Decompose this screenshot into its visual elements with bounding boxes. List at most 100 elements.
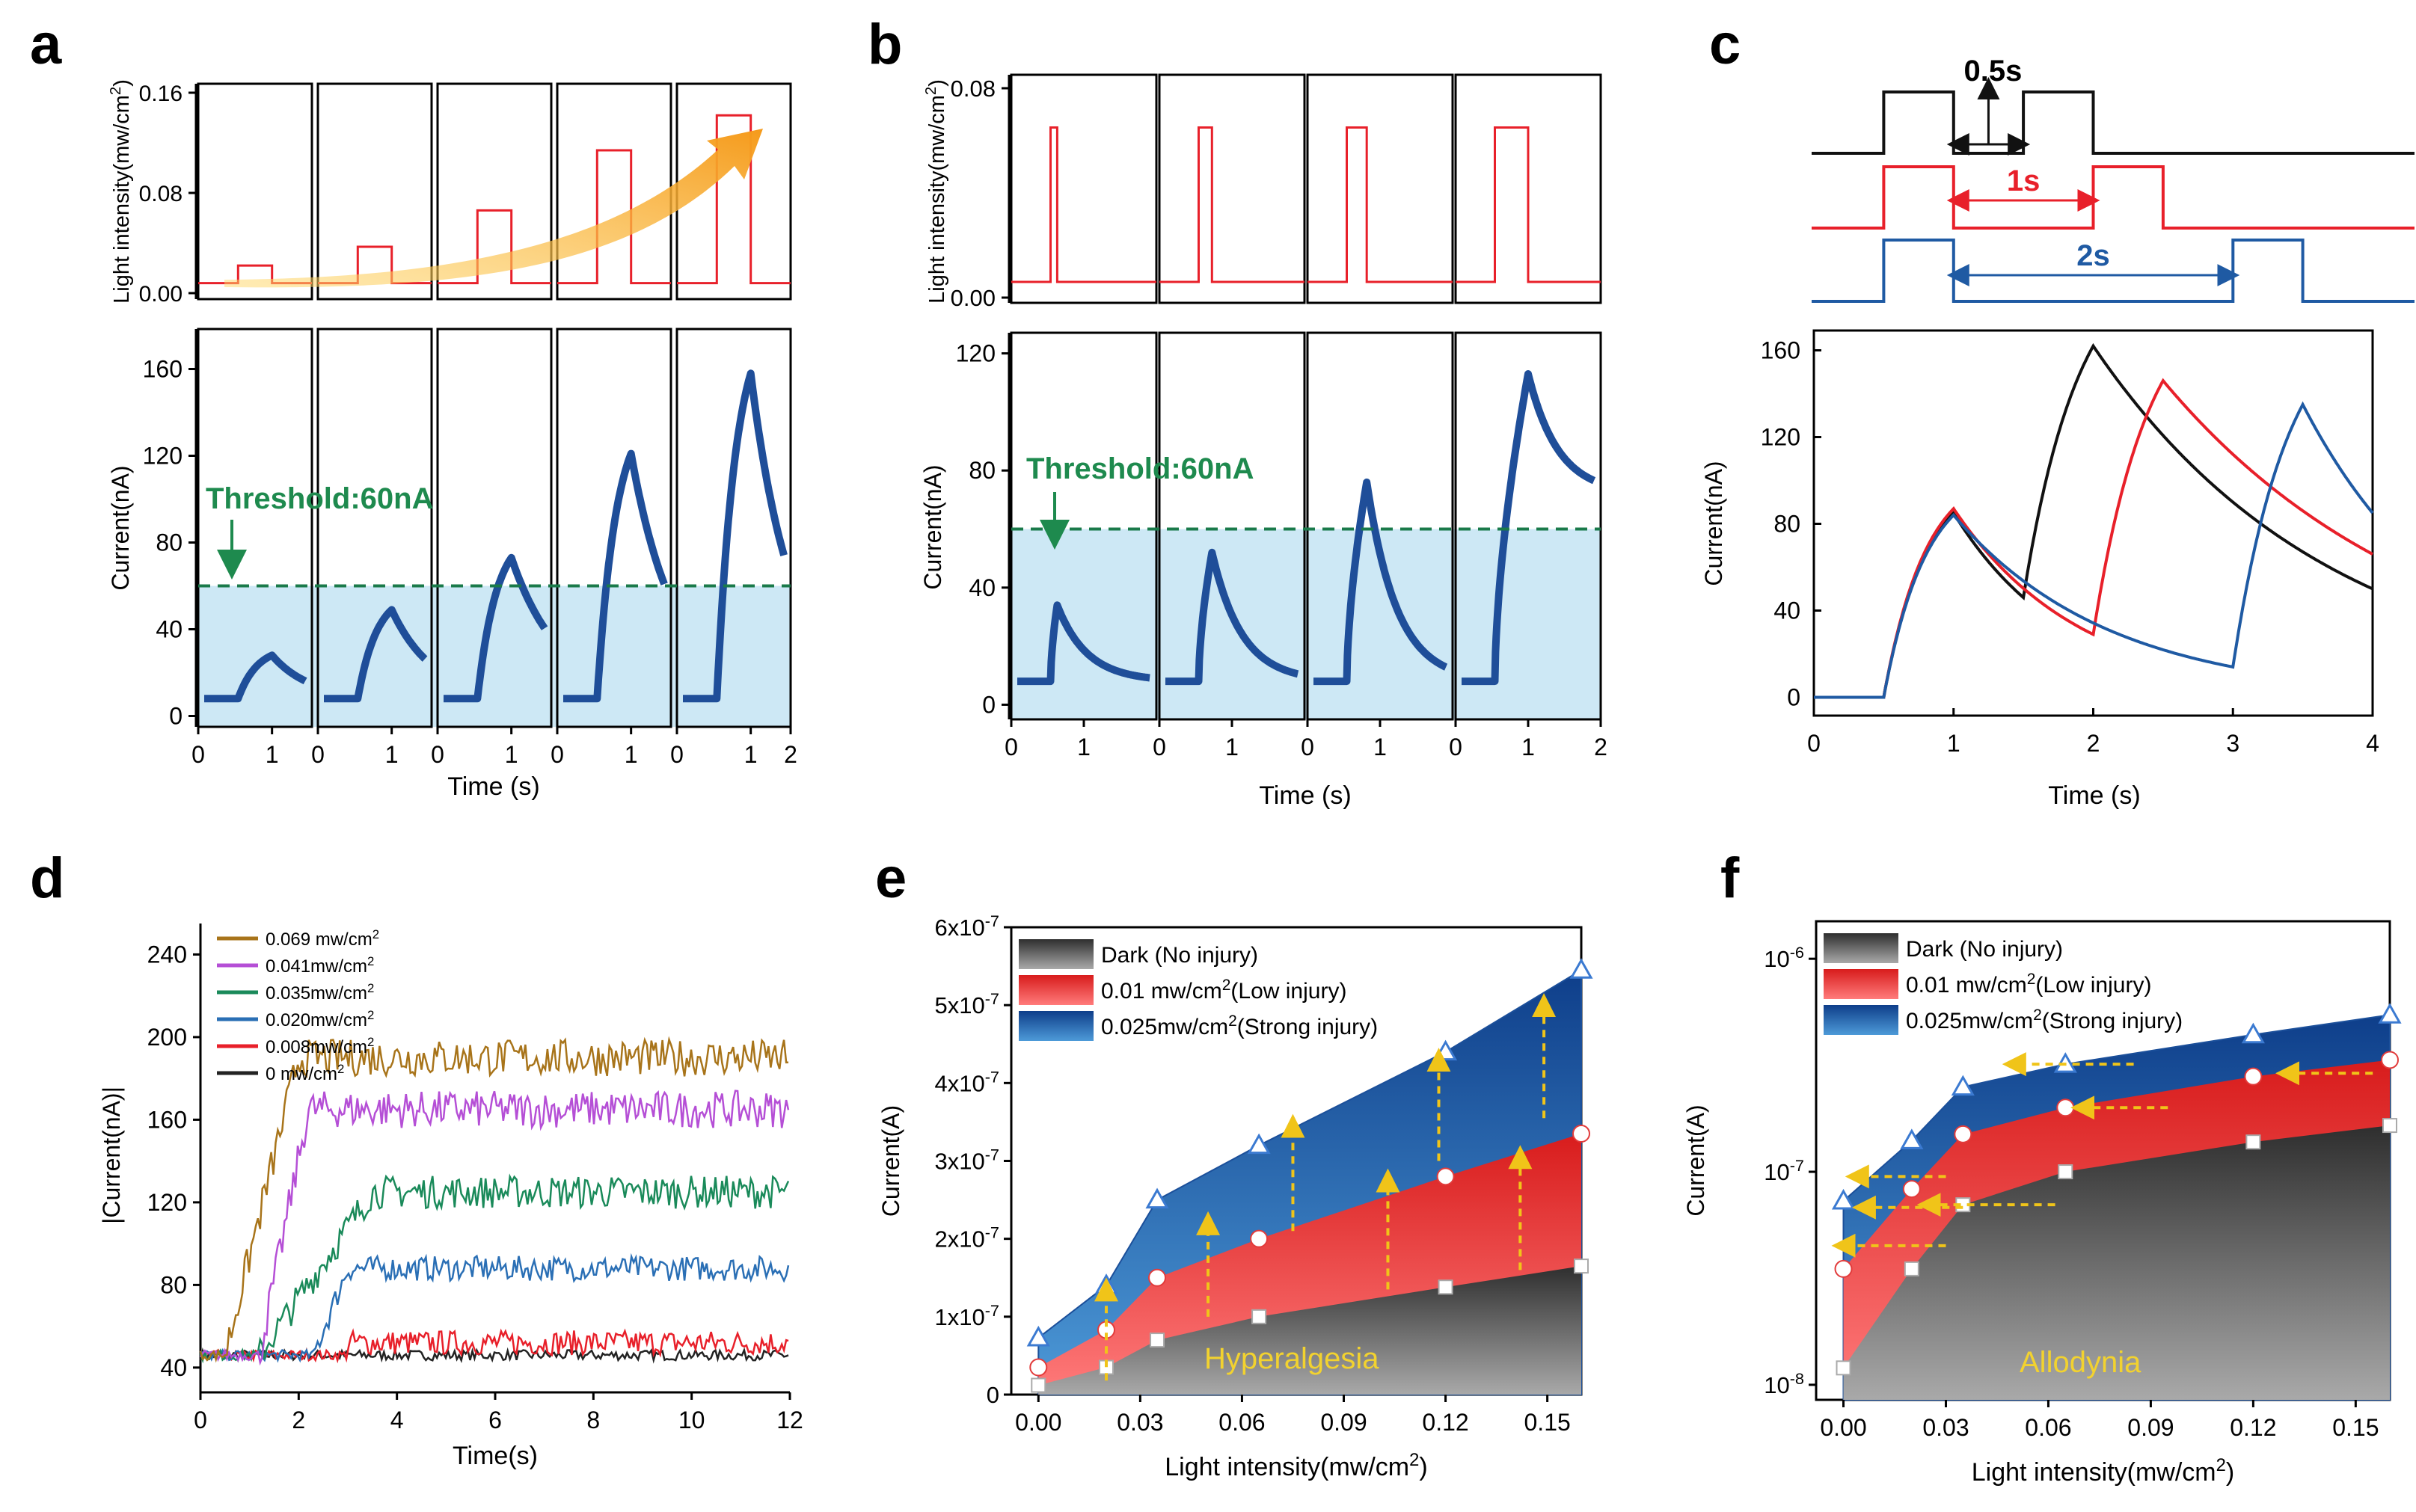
b-subthreshold-region xyxy=(1011,529,1601,719)
panel-f-marker-circle xyxy=(1954,1125,1972,1143)
panel-f-legend-label: 0.01 mw/cm2(Low injury) xyxy=(1906,971,2151,998)
a-top-ytick-label: 0.00 xyxy=(139,282,183,307)
a-top-subplot-frame xyxy=(197,82,313,301)
b-top-subplot-frame xyxy=(1454,73,1602,304)
b-bottom-ylabel: Current(nA) xyxy=(919,464,946,589)
a-xtick-label: 1 xyxy=(385,741,399,768)
a-top-ytick-label: 0.08 xyxy=(139,182,183,206)
panel-f-legend-label: 0.025mw/cm2(Strong injury) xyxy=(1906,1007,2183,1034)
a-bottom-ytick-label: 160 xyxy=(143,356,183,383)
a-light-pulse xyxy=(557,149,671,285)
c-ytick-label: 80 xyxy=(1773,511,1800,538)
c-xtick-label: 0 xyxy=(1807,730,1821,757)
a-threshold-label: Threshold:60nA xyxy=(206,482,433,515)
panel-f-legend-swatch xyxy=(1824,1005,1898,1035)
c-pulse-train xyxy=(1812,165,2415,230)
d-legend-label: 0 mw/cm2 xyxy=(266,1062,344,1085)
a-light-pulse xyxy=(677,114,791,285)
b-bottom-ytick-label: 0 xyxy=(982,691,996,718)
c-ylabel: Current(nA) xyxy=(1700,461,1727,586)
a-light-pulse xyxy=(438,209,551,285)
a-bottom-ytick-label: 120 xyxy=(143,443,183,470)
panel-e-xlabel: Light intensity(mw/cm2) xyxy=(1165,1450,1427,1482)
panel-f-marker-triangle xyxy=(1831,1188,1856,1210)
c-xtick-label: 3 xyxy=(2226,730,2239,757)
a-xtick-label: 1 xyxy=(505,741,518,768)
panel-e-chart: 0.00 0.03 0.06 0.09 0.12 0.15 0 1x10-7 2x10-7 3x1… xyxy=(877,912,1593,1482)
d-legend-label: 0.069 mw/cm2 xyxy=(266,927,379,950)
a-top-subplot-frame xyxy=(556,82,672,301)
panel-e-legend-label: Dark (No injury) xyxy=(1101,943,1258,968)
b-light-pulse xyxy=(1307,126,1453,283)
panel-letter-d: d xyxy=(30,846,64,910)
d-series-trace xyxy=(200,1328,789,1364)
f-annotation: Allodynia xyxy=(2020,1346,2141,1379)
panel-f-marker-square xyxy=(1904,1261,1919,1276)
c-plot-frame xyxy=(1812,329,2374,717)
b-light-pulse xyxy=(1456,126,1601,283)
a-bottom-ytick-label: 80 xyxy=(156,529,183,556)
b-top-subplot-frame xyxy=(1306,73,1454,304)
panel-f-xtick-label: 0.09 xyxy=(2127,1414,2174,1441)
panel-e-ylabel: Current(A) xyxy=(877,1105,904,1217)
a-top-subplot-frame xyxy=(436,82,553,301)
panel-e-area-0 xyxy=(1038,1266,1581,1395)
panel-letter-e: e xyxy=(875,846,907,910)
b-bottom-ytick-label: 40 xyxy=(969,574,996,601)
panel-e-marker-square xyxy=(1150,1333,1165,1348)
panel-f-legend-swatch xyxy=(1824,933,1898,963)
d-ylabel: |Current(nA)| xyxy=(98,1087,125,1224)
panel-e-xtick-label: 0.09 xyxy=(1320,1409,1367,1436)
a-xtick-label: 1 xyxy=(266,741,279,768)
d-ytick-label: 160 xyxy=(147,1106,187,1133)
panel-f-legend-label: Dark (No injury) xyxy=(1906,937,2063,962)
panel-c-chart: 0.5s 1s 2s 0 40 80 120 160 0 1 2 3 4 Current(nA) Time … xyxy=(1700,55,2415,810)
d-legend-label: 0.035mw/cm2 xyxy=(266,981,374,1004)
panel-d-chart: 40 80 120 160 200 240 0 2 4 6 8 10 12 |Current(nA)| Ti… xyxy=(98,924,803,1470)
e-annotation: Hyperalgesia xyxy=(1204,1342,1379,1375)
b-current-trace xyxy=(1014,601,1153,686)
panel-f-xtick-label: 0.03 xyxy=(1922,1414,1969,1441)
panel-letter-a: a xyxy=(30,13,62,76)
panel-e-xtick-label: 0.06 xyxy=(1218,1409,1265,1436)
c-ytick-label: 40 xyxy=(1773,597,1800,624)
panel-f-marker-circle xyxy=(2056,1098,2075,1117)
panel-e-marker-triangle xyxy=(1247,1133,1271,1155)
panel-f-ytick-label: 10-7 xyxy=(1764,1156,1804,1186)
d-xtick-label: 8 xyxy=(586,1407,600,1433)
panel-f-xtick-label: 0.12 xyxy=(2230,1414,2276,1441)
panel-f-marker-triangle xyxy=(1951,1075,1975,1096)
d-series-trace xyxy=(200,1253,790,1363)
panel-letter-f: f xyxy=(1720,846,1740,910)
a-xtick-label: 0 xyxy=(551,741,564,768)
panel-e-marker-circle xyxy=(1250,1229,1269,1248)
panel-e-legend-label: 0.01 mw/cm2(Low injury) xyxy=(1101,977,1346,1004)
panel-f-marker-circle xyxy=(2381,1051,2399,1069)
b-current-trace xyxy=(1162,548,1301,686)
panel-e-marker-triangle xyxy=(1026,1325,1050,1347)
panel-e-ytick-label: 6x10-7 xyxy=(934,912,999,941)
panel-e-legend-label: 0.025mw/cm2(Strong injury) xyxy=(1101,1012,1378,1040)
panel-e-legend-swatch xyxy=(1019,975,1094,1005)
c-ytick-label: 120 xyxy=(1761,424,1800,451)
d-ytick-label: 120 xyxy=(147,1189,187,1216)
a-xtick-label: 0 xyxy=(670,741,684,768)
panel-e-marker-square xyxy=(1031,1377,1046,1393)
panel-e-legend-swatch xyxy=(1019,1011,1094,1041)
panel-e-ytick-label: 1x10-7 xyxy=(934,1300,999,1330)
d-xtick-label: 2 xyxy=(292,1407,305,1433)
panel-f-xtick-label: 0.15 xyxy=(2332,1414,2379,1441)
d-xtick-label: 6 xyxy=(488,1407,502,1433)
a-bottom-subplot-frame xyxy=(316,328,433,728)
c-pulse-train xyxy=(1812,239,2415,303)
panel-letter-c: c xyxy=(1709,13,1741,76)
panel-e-marker-triangle xyxy=(1569,958,1593,979)
c-series-black xyxy=(1814,342,2373,699)
c-series-red xyxy=(1814,378,2373,699)
c-xtick-label: 2 xyxy=(2087,730,2100,757)
d-ytick-label: 240 xyxy=(147,941,187,968)
b-top-ylabel: Light intensity(mw/cm2) xyxy=(923,79,949,304)
a-top-ytick-label: 0.16 xyxy=(139,82,183,106)
